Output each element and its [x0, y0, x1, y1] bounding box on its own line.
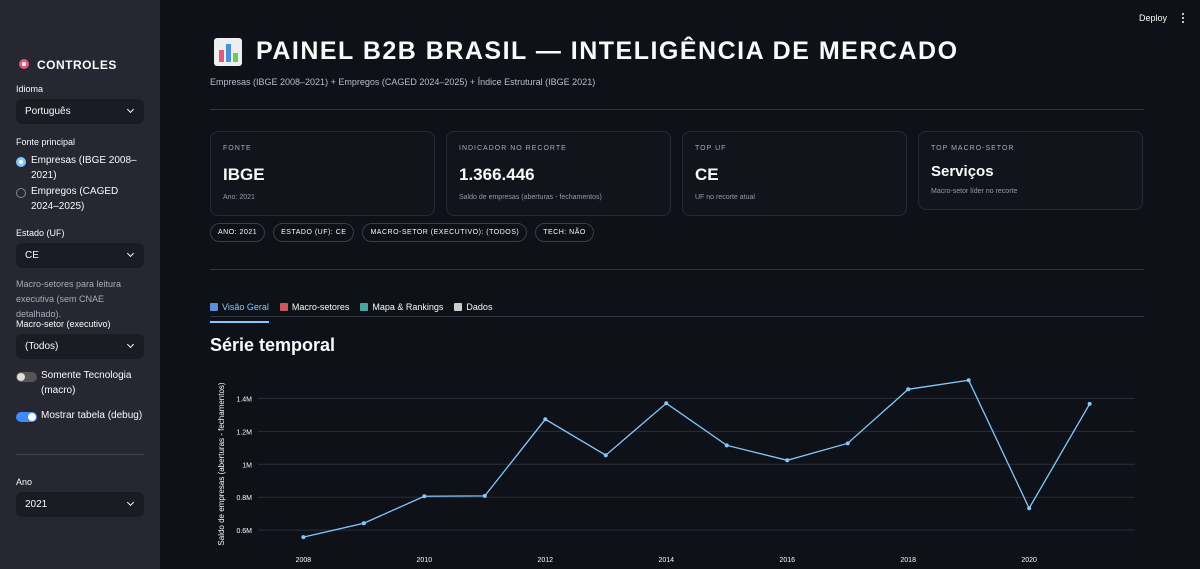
tab-icon: [454, 303, 463, 311]
point: [361, 521, 366, 526]
chip: ANO: 2021: [210, 223, 266, 242]
radio-label[interactable]: Empregos (CAGED 2024–2025): [31, 186, 119, 212]
y-axis-label: Saldo de empresas (aberturas - fechament…: [217, 382, 226, 546]
card-label: INDICADOR NO RECORTE: [459, 145, 567, 152]
x-tick-label: 2008: [296, 557, 312, 564]
sidebar: CONTROLES Idioma Português Fonte princip…: [0, 0, 160, 569]
radio[interactable]: [16, 157, 26, 167]
point: [966, 378, 971, 383]
select[interactable]: Português: [16, 99, 144, 124]
line: [303, 379, 1091, 538]
card-label: TOP MACRO-SETOR: [931, 145, 1015, 152]
x-tick-label: 2020: [1021, 557, 1037, 564]
card-note: Ano: 2021: [223, 194, 255, 201]
point: [482, 493, 487, 498]
card-label: FONTE: [223, 145, 252, 152]
x-tick-label: 2018: [900, 557, 916, 564]
card-note: Saldo de empresas (aberturas - fechament…: [459, 194, 602, 201]
icon: [214, 38, 242, 66]
tab-label[interactable]: Mapa & Rankings: [372, 302, 444, 312]
card-value: CE: [695, 165, 719, 184]
select[interactable]: CE: [16, 243, 144, 268]
deploy-button[interactable]: Deploy: [1139, 13, 1168, 23]
icon: [19, 59, 29, 69]
tab-label[interactable]: Dados: [466, 302, 493, 312]
card-value: IBGE: [223, 165, 265, 184]
metric-card: INDICADOR NO RECORTE 1.366.446 Saldo de em…: [446, 131, 671, 216]
note: Macro-setores para leitura executiva (se…: [16, 279, 122, 319]
point: [664, 401, 669, 406]
label: Fonte principal: [16, 137, 76, 147]
section-title: Série temporal: [210, 335, 336, 355]
metric-card: TOP UF CE UF no recorte atual: [682, 131, 907, 216]
point: [301, 535, 306, 540]
toggle-label[interactable]: Somente Tecnologia (macro): [41, 370, 132, 396]
toggle[interactable]: [16, 372, 37, 382]
x-tick-label: 2016: [779, 557, 795, 564]
point: [603, 453, 608, 458]
point: [906, 387, 911, 392]
card-value: 1.366.446: [459, 165, 535, 184]
page-title: PAINEL B2B BRASIL — INTELIGÊNCIA DE MERC…: [256, 37, 959, 65]
y-tick-label: 1.2M: [236, 429, 252, 436]
radio[interactable]: [16, 188, 26, 198]
chip: ESTADO (UF): CE: [273, 223, 355, 242]
tabs: Visão Geral Macro-setores Mapa & Rankings D…: [210, 297, 503, 323]
tab-label[interactable]: Macro-setores: [291, 302, 350, 312]
point: [1027, 506, 1032, 511]
tab[interactable]: Visão Geral: [210, 302, 269, 323]
point: [785, 458, 790, 463]
point: [724, 443, 729, 448]
divider: [210, 109, 1144, 110]
chart: Saldo de empresas (aberturas - fechament…: [217, 378, 1135, 564]
y-tick-label: 1M: [242, 462, 252, 469]
point: [845, 441, 850, 446]
chip: MACRO-SETOR (EXECUTIVO): (TODOS): [362, 223, 528, 242]
divider: [16, 454, 144, 455]
x-tick-label: 2010: [417, 557, 433, 564]
label: Macro-setor (executivo): [16, 319, 111, 329]
chips: ANO: 2021 ESTADO (UF): CE MACRO-SETOR (EXE…: [210, 221, 602, 242]
tab-label[interactable]: Visão Geral: [222, 302, 269, 312]
toggle[interactable]: [16, 412, 37, 422]
label: Estado (UF): [16, 228, 65, 238]
tab[interactable]: Mapa & Rankings: [360, 302, 443, 321]
metric-card: FONTE IBGE Ano: 2021: [210, 131, 435, 216]
point: [1087, 401, 1092, 406]
radio-label[interactable]: Empresas (IBGE 2008–2021): [31, 155, 137, 181]
chip: TECH: NÃO: [535, 223, 594, 242]
y-tick-label: 1.4M: [236, 396, 252, 403]
subtitle: Empresas (IBGE 2008–2021) + Empregos (CA…: [210, 77, 596, 87]
divider: [210, 316, 1144, 317]
point: [422, 494, 427, 499]
y-tick-label: 0.8M: [236, 495, 252, 502]
label: Idioma: [16, 84, 44, 94]
select[interactable]: 2021: [16, 492, 144, 517]
metric-card: TOP MACRO-SETOR Serviços Macro-setor líder…: [918, 131, 1143, 210]
divider: [210, 269, 1144, 270]
sidebar-title: CONTROLES: [37, 58, 117, 72]
tab-icon: [210, 303, 218, 311]
x-tick-label: 2014: [658, 557, 674, 564]
point: [543, 417, 548, 422]
tab-icon: [360, 303, 369, 311]
toggle-label[interactable]: Mostrar tabela (debug): [41, 410, 143, 421]
tab[interactable]: Macro-setores: [279, 302, 350, 321]
card-value: Serviços: [931, 163, 994, 180]
card-label: TOP UF: [695, 145, 727, 152]
x-tick-label: 2012: [538, 557, 554, 564]
label: Ano: [16, 477, 33, 487]
y-tick-label: 0.6M: [236, 528, 252, 535]
tab-icon: [279, 303, 288, 311]
menu[interactable]: [1180, 12, 1186, 24]
card-note: Macro-setor líder no recorte: [931, 188, 1018, 195]
card-note: UF no recorte atual: [695, 194, 755, 201]
select[interactable]: (Todos): [16, 334, 144, 359]
tab[interactable]: Dados: [454, 302, 492, 321]
